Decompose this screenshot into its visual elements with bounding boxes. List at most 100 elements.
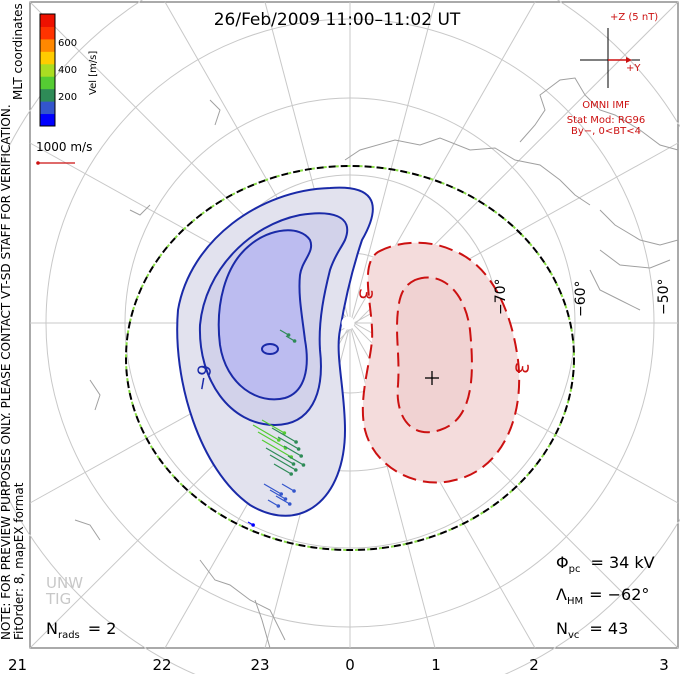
stats-panel: Φpc = 34 kV ΛHM = −62° Nvc = 43 Nrads = 2 xyxy=(46,553,655,641)
lat-label-50: −50° xyxy=(656,278,672,315)
positive-cell-inner xyxy=(396,276,473,434)
lat-label-70: −70° xyxy=(493,278,509,315)
note-line-2: FitOrder: 8, mapEX format xyxy=(12,482,26,640)
map-title: 26/Feb/2009 11:00–11:02 UT xyxy=(214,10,461,30)
colorbar-tick-600: 600 xyxy=(58,38,77,49)
stat-lambda-value: = −62° xyxy=(589,585,649,604)
stat-phi: Φpc = 34 kV xyxy=(556,553,655,575)
stat-nvc: Nvc = 43 xyxy=(556,619,628,641)
lat-label-60: −60° xyxy=(573,280,589,317)
mlt-tick-label: 21 xyxy=(8,656,27,674)
velocity-vector xyxy=(265,447,294,465)
imf-y-label: +Y xyxy=(626,63,641,74)
velocity-vector xyxy=(271,427,297,443)
scale-vector-label: 1000 m/s xyxy=(36,140,92,154)
velocity-vector xyxy=(275,495,291,505)
negative-cell-core xyxy=(261,343,279,355)
velocity-vector xyxy=(269,489,286,500)
velocity-vector xyxy=(263,483,282,495)
velocity-vector xyxy=(267,499,279,507)
mlt-axis: 21 22 23 0 1 2 3 xyxy=(8,656,669,674)
stat-lambda: ΛHM = −62° xyxy=(556,585,649,607)
mlt-tick-label: 3 xyxy=(659,656,669,674)
stat-nvc-symbol: N xyxy=(556,619,568,638)
colorbar-segment xyxy=(40,113,55,127)
hm-boundary-green xyxy=(125,165,575,551)
imf-z-label: +Z (5 nT) xyxy=(610,12,658,23)
velocity-vector xyxy=(261,439,292,458)
velocity-vector-dot xyxy=(289,472,294,476)
velocity-vector xyxy=(277,436,299,450)
mlt-tick-label: 0 xyxy=(345,656,355,674)
velocity-vector-dot xyxy=(283,497,288,501)
mlt-tick-label: 23 xyxy=(250,656,269,674)
stat-phi-symbol: Φ xyxy=(556,553,569,572)
colorbar-tick-200: 200 xyxy=(58,92,77,103)
colorbar-segment xyxy=(40,101,55,115)
colorbar-segment xyxy=(40,51,55,65)
velocity-vector-dot xyxy=(296,447,301,451)
velocity-vector-dot xyxy=(286,333,291,337)
velocity-vector xyxy=(269,454,297,471)
colorbar-segment xyxy=(40,38,55,52)
velocity-colorbar: 600 400 200 Vel [m/s] xyxy=(39,13,99,127)
velocity-vector-dot xyxy=(291,462,296,466)
stat-nrads-sub: rads xyxy=(58,630,80,641)
stat-lambda-sub: HM xyxy=(567,596,583,607)
colorbar-label: Vel [m/s] xyxy=(88,51,99,95)
coord-label: MLT coordinates xyxy=(11,3,25,100)
scale-vector: 1000 m/s xyxy=(36,140,92,165)
contour-label-pos-2: 3 xyxy=(510,362,532,375)
note-line-1: NOTE: FOR PREVIEW PURPOSES ONLY. PLEASE … xyxy=(0,104,13,640)
watermark-line-1: UNW xyxy=(46,574,83,592)
negative-cell-inner xyxy=(217,229,313,401)
colorbar-segment xyxy=(40,14,55,27)
stat-nrads-symbol: N xyxy=(46,619,58,638)
velocity-vector-dot xyxy=(287,502,292,506)
velocity-vector-dot xyxy=(276,504,281,508)
imf-condition: By−, 0<BT<4 xyxy=(571,126,641,137)
velocity-vector-dot xyxy=(294,440,298,444)
colorbar-segment xyxy=(40,26,55,40)
velocity-vectors xyxy=(247,329,306,527)
colorbar-segment xyxy=(40,63,55,77)
velocity-vector xyxy=(261,419,285,434)
watermark-line-2: TIG xyxy=(45,590,71,608)
colorbar-tick-400: 400 xyxy=(58,65,77,76)
velocity-vector xyxy=(283,445,302,457)
velocity-vector-dot xyxy=(282,431,287,435)
stat-nvc-sub: vc xyxy=(568,630,579,641)
stat-nvc-value: = 43 xyxy=(589,619,628,638)
mlt-tick-label: 2 xyxy=(529,656,539,674)
imf-panel: +Z (5 nT) +Y OMNI IMF Stat Mod: RG96 By−… xyxy=(567,12,659,137)
stat-lambda-symbol: Λ xyxy=(556,585,567,604)
velocity-vector-dot xyxy=(277,438,281,442)
potential-max-marker xyxy=(425,371,439,385)
velocity-vector xyxy=(257,431,286,449)
stat-nrads: Nrads = 2 xyxy=(46,619,116,641)
imf-omni: OMNI IMF xyxy=(582,100,630,111)
velocity-vector-dot xyxy=(292,489,296,493)
colorbar-segment xyxy=(40,88,55,102)
velocity-vector-dot xyxy=(279,492,284,496)
stat-phi-value: = 34 kV xyxy=(590,553,654,572)
mlt-tick-label: 1 xyxy=(431,656,441,674)
velocity-vector-dot xyxy=(251,523,255,527)
velocity-vector-dot xyxy=(294,468,298,472)
velocity-vector xyxy=(252,424,280,441)
colorbar-segment xyxy=(40,76,55,90)
velocity-vector xyxy=(281,483,295,492)
hm-boundary xyxy=(125,165,575,551)
imf-model: Stat Mod: RG96 xyxy=(567,115,646,126)
stat-phi-sub: pc xyxy=(569,564,581,575)
mlt-tick-label: 22 xyxy=(152,656,171,674)
velocity-vector xyxy=(287,455,304,466)
velocity-vector-dot xyxy=(301,463,306,467)
pole-marker xyxy=(341,316,355,330)
velocity-vector-dot xyxy=(292,339,297,343)
contour-label-neg: −9 xyxy=(191,363,216,393)
coastline xyxy=(74,77,679,649)
stat-nrads-value: = 2 xyxy=(88,619,117,638)
velocity-vector-dot xyxy=(299,454,304,458)
